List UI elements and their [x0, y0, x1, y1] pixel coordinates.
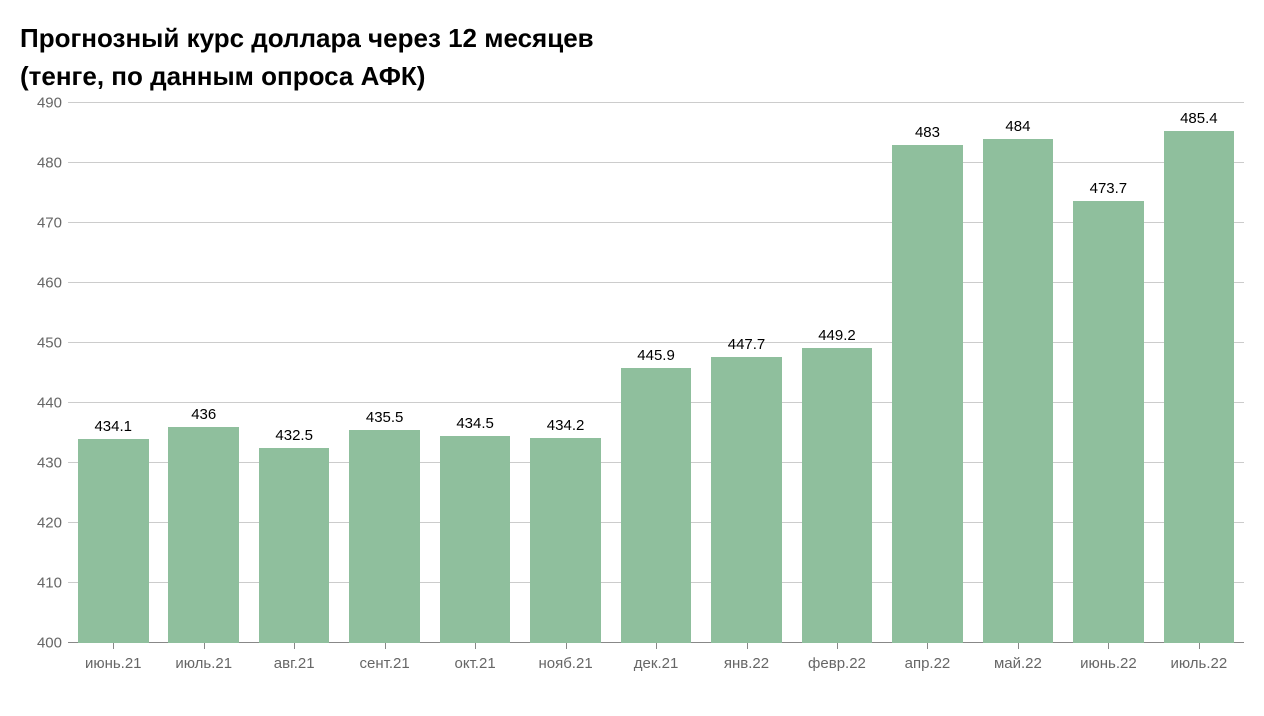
chart-title-block: Прогнозный курс доллара через 12 месяцев…: [20, 20, 1244, 95]
x-tick-mark: [475, 643, 476, 649]
x-tick-mark: [1108, 643, 1109, 649]
x-tick-mark: [294, 643, 295, 649]
bar: 434.2: [530, 438, 601, 643]
x-tick: июль.22: [1154, 643, 1244, 683]
bar-value-label: 436: [191, 406, 216, 423]
bar: 434.1: [78, 439, 149, 644]
y-tick-label: 420: [37, 515, 62, 532]
bar-value-label: 483: [915, 124, 940, 141]
x-tick-label: июль.21: [158, 655, 248, 672]
x-tick-mark: [385, 643, 386, 649]
bar-slot: 434.1: [68, 103, 158, 643]
x-tick: июнь.21: [68, 643, 158, 683]
bar: 447.7: [711, 357, 782, 643]
bar: 473.7: [1073, 201, 1144, 643]
x-tick-label: май.22: [973, 655, 1063, 672]
x-tick: май.22: [973, 643, 1063, 683]
x-tick-label: июль.22: [1154, 655, 1244, 672]
bar-slot: 485.4: [1154, 103, 1244, 643]
bar: 435.5: [349, 430, 420, 643]
y-tick-label: 440: [37, 395, 62, 412]
bar-value-label: 445.9: [637, 347, 675, 364]
bar-value-label: 435.5: [366, 409, 404, 426]
x-tick-label: сент.21: [339, 655, 429, 672]
x-tick: окт.21: [430, 643, 520, 683]
bar: 445.9: [621, 368, 692, 643]
bar-value-label: 432.5: [275, 427, 313, 444]
x-tick-mark: [927, 643, 928, 649]
x-tick-mark: [1199, 643, 1200, 649]
x-tick-label: июнь.21: [68, 655, 158, 672]
x-tick-label: авг.21: [249, 655, 339, 672]
y-tick-label: 450: [37, 335, 62, 352]
x-tick: авг.21: [249, 643, 339, 683]
x-tick-label: дек.21: [611, 655, 701, 672]
y-tick-label: 460: [37, 275, 62, 292]
bar: 434.5: [440, 436, 511, 643]
bar-value-label: 449.2: [818, 327, 856, 344]
x-tick: янв.22: [701, 643, 791, 683]
bar-value-label: 434.1: [94, 418, 132, 435]
y-tick-label: 480: [37, 155, 62, 172]
bar-value-label: 485.4: [1180, 110, 1218, 127]
bar-value-label: 473.7: [1090, 180, 1128, 197]
x-tick-mark: [656, 643, 657, 649]
bar-slot: 432.5: [249, 103, 339, 643]
y-tick-label: 490: [37, 95, 62, 112]
x-tick: нояб.21: [520, 643, 610, 683]
bar-value-label: 447.7: [728, 336, 766, 353]
x-tick-label: апр.22: [882, 655, 972, 672]
bar-slot: 483: [882, 103, 972, 643]
x-tick: февр.22: [792, 643, 882, 683]
bar: 484: [983, 139, 1054, 643]
x-tick: дек.21: [611, 643, 701, 683]
bars-group: 434.1 436 432.5 435.5 434.5 434.2 445.9 447.7 44…: [68, 103, 1244, 643]
bar-value-label: 434.2: [547, 417, 585, 434]
x-tick: июнь.22: [1063, 643, 1153, 683]
bar-slot: 473.7: [1063, 103, 1153, 643]
x-tick-label: нояб.21: [520, 655, 610, 672]
x-tick-mark: [747, 643, 748, 649]
x-tick-mark: [1018, 643, 1019, 649]
bar-slot: 435.5: [339, 103, 429, 643]
y-tick-label: 410: [37, 575, 62, 592]
x-tick: апр.22: [882, 643, 972, 683]
bar-slot: 445.9: [611, 103, 701, 643]
plot-area: 400410420430440450460470480490 434.14364…: [20, 103, 1244, 643]
chart-title-line1: Прогнозный курс доллара через 12 месяцев: [20, 20, 1244, 58]
bar-slot: 434.2: [520, 103, 610, 643]
chart-container: Прогнозный курс доллара через 12 месяцев…: [0, 0, 1264, 716]
bar-slot: 484: [973, 103, 1063, 643]
x-tick-label: июнь.22: [1063, 655, 1153, 672]
bar-slot: 436: [158, 103, 248, 643]
x-tick-mark: [204, 643, 205, 649]
bar-slot: 447.7: [701, 103, 791, 643]
x-axis: июнь.21июль.21авг.21сент.21окт.21нояб.21…: [68, 643, 1244, 683]
x-tick-label: февр.22: [792, 655, 882, 672]
bar: 483: [892, 145, 963, 643]
y-tick-label: 470: [37, 215, 62, 232]
y-tick-label: 400: [37, 635, 62, 652]
x-tick-label: янв.22: [701, 655, 791, 672]
x-tick-mark: [566, 643, 567, 649]
bar: 449.2: [802, 348, 873, 643]
bar-value-label: 484: [1005, 118, 1030, 135]
y-tick-label: 430: [37, 455, 62, 472]
bar-slot: 449.2: [792, 103, 882, 643]
bar-value-label: 434.5: [456, 415, 494, 432]
x-tick: июль.21: [158, 643, 248, 683]
chart-title-line2: (тенге, по данным опроса АФК): [20, 58, 1244, 96]
bar: 485.4: [1164, 131, 1235, 643]
x-tick-mark: [837, 643, 838, 649]
x-tick: сент.21: [339, 643, 429, 683]
bar: 436: [168, 427, 239, 643]
bar: 432.5: [259, 448, 330, 643]
y-axis: 400410420430440450460470480490: [20, 103, 68, 643]
x-tick-mark: [113, 643, 114, 649]
x-tick-label: окт.21: [430, 655, 520, 672]
bar-slot: 434.5: [430, 103, 520, 643]
